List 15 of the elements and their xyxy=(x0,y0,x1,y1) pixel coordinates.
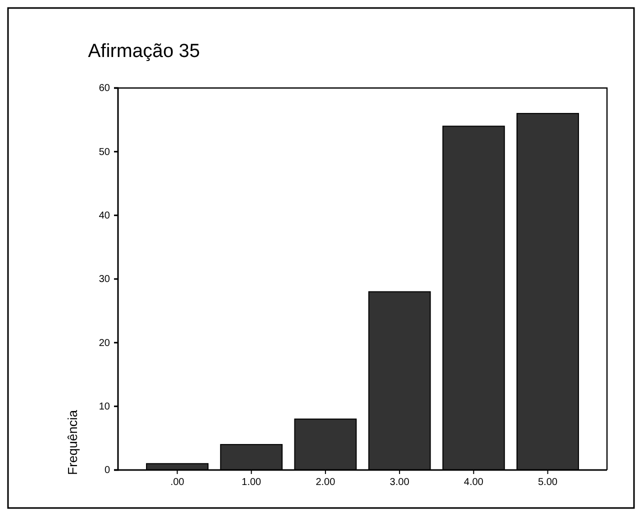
x-tick-label: 1.00 xyxy=(242,477,262,488)
y-tick-label: 20 xyxy=(98,338,110,349)
y-tick-label: 30 xyxy=(98,274,110,286)
x-tick-label: .00 xyxy=(170,477,185,488)
x-tick-label: 4.00 xyxy=(464,477,484,488)
y-tick-label: 60 xyxy=(98,83,110,94)
y-tick-label: 10 xyxy=(98,402,110,413)
x-tick-label: 3.00 xyxy=(390,477,410,488)
y-tick-label: 0 xyxy=(104,465,110,476)
y-tick-label: 50 xyxy=(98,146,110,158)
chart-title: Afirmação 35 xyxy=(88,41,200,62)
x-tick-label: 5.00 xyxy=(538,477,558,488)
y-axis-title: Frequência xyxy=(65,409,80,475)
y-tick-label: 40 xyxy=(98,210,110,222)
x-tick-label: 2.00 xyxy=(316,477,336,488)
